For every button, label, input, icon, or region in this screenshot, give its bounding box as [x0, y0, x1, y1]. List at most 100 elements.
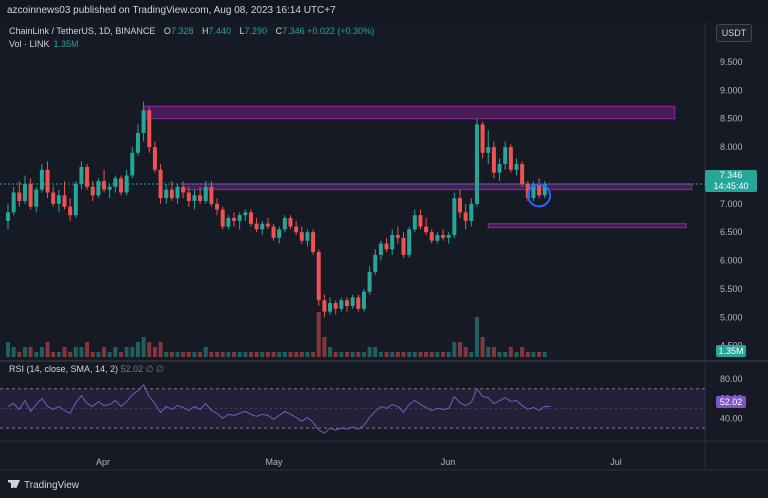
candle-body: [542, 183, 547, 196]
rsi-legend[interactable]: RSI (14, close, SMA, 14, 2) 52.02 ∅ ∅: [9, 364, 164, 375]
volume-bar: [6, 342, 10, 357]
volume-bar: [384, 352, 389, 357]
volume-bar: [135, 342, 140, 357]
candle-body: [361, 291, 366, 309]
volume-bar: [316, 312, 321, 357]
volume-bar: [271, 352, 276, 357]
volume-bar: [322, 337, 327, 357]
candle-body: [452, 198, 457, 236]
candle-body: [463, 212, 468, 221]
currency-button[interactable]: USDT: [716, 24, 752, 42]
candle-body: [226, 218, 231, 227]
candle-body: [73, 183, 78, 216]
price-candles: [6, 101, 547, 318]
volume-bar: [34, 352, 39, 357]
volume-bar: [480, 337, 485, 357]
volume-bar: [474, 317, 479, 357]
candle-body: [469, 203, 474, 221]
candle-body: [260, 223, 265, 230]
volume-bar: [96, 352, 101, 357]
candle-body: [367, 271, 372, 292]
volume-bar: [226, 352, 231, 357]
volume-bar: [531, 352, 536, 357]
volume-bar: [350, 352, 355, 357]
volume-legend[interactable]: Vol · LINK 1.35M: [9, 39, 79, 49]
candle-body: [350, 297, 355, 306]
candle-body: [220, 209, 225, 227]
volume-bar: [339, 352, 344, 357]
candle-body: [435, 235, 440, 241]
volume-bar: [412, 352, 417, 357]
candle-body: [520, 164, 525, 184]
candle-body: [271, 226, 276, 238]
rsi-badge: 52.02: [716, 396, 746, 408]
candle-body: [186, 192, 191, 201]
volume-bar: [429, 352, 434, 357]
last-price: 7.346: [719, 170, 743, 180]
volume-bar: [497, 352, 502, 357]
volume-bar: [164, 352, 169, 357]
volume-value: 1.35M: [53, 39, 79, 49]
candle-body: [429, 232, 434, 241]
volume-bar: [237, 352, 242, 357]
candle-body: [169, 189, 174, 199]
volume-bar: [486, 347, 491, 357]
candle-body: [333, 303, 338, 309]
volume-bar: [294, 352, 299, 357]
volume-bar: [17, 352, 22, 357]
candle-body: [401, 237, 406, 255]
volume-bar: [102, 347, 107, 357]
candle-body: [458, 198, 462, 213]
candle-body: [68, 206, 73, 216]
symbol-name[interactable]: ChainLink / TetherUS, 1D, BINANCE: [9, 26, 156, 36]
volume-bar: [378, 352, 383, 357]
candle-body: [395, 235, 400, 238]
volume-bar: [124, 347, 129, 357]
volume-bar: [407, 352, 412, 357]
candle-body: [339, 300, 344, 309]
time-tick-label: Apr: [96, 457, 110, 467]
candle-body: [248, 212, 253, 224]
candle-body: [294, 226, 299, 233]
volume-bar: [311, 352, 316, 357]
candle-body: [531, 183, 536, 199]
rsi-band: [0, 388, 705, 429]
candle-body: [418, 215, 423, 227]
volume-label: Vol · LINK: [9, 39, 50, 49]
candle-body: [497, 164, 502, 173]
candle-body: [181, 186, 186, 193]
volume-bar: [56, 352, 61, 357]
volume-bar: [265, 352, 270, 357]
volume-bar: [62, 347, 67, 357]
candle-body: [486, 147, 491, 153]
volume-bar: [175, 352, 180, 357]
volume-bar: [169, 352, 174, 357]
price-zone: [182, 183, 693, 191]
volume-bar: [254, 352, 259, 357]
rsi-extra: ∅ ∅: [145, 364, 164, 374]
candle-body: [514, 164, 519, 170]
volume-bar: [469, 352, 474, 357]
candle-body: [356, 297, 361, 309]
candle-body: [6, 212, 10, 221]
volume-bar: [203, 347, 208, 357]
candle-body: [474, 124, 479, 204]
volume-bar: [356, 352, 361, 357]
volume-bar: [22, 347, 27, 357]
volume-bar: [181, 352, 186, 357]
volume-bar: [79, 347, 84, 357]
low-value: 7.290: [244, 26, 268, 36]
candle-body: [130, 152, 135, 176]
candle-body: [508, 147, 513, 170]
volume-bar: [220, 352, 225, 357]
candle-body: [328, 303, 333, 312]
symbol-legend: ChainLink / TetherUS, 1D, BINANCE O7.328…: [9, 26, 374, 36]
candle-body: [316, 252, 321, 301]
candle-body: [11, 192, 16, 213]
candle-body: [299, 232, 304, 241]
candle-body: [384, 243, 389, 250]
candle-body: [22, 183, 27, 201]
publisher-text: azcoinnews03 published on TradingView.co…: [7, 5, 336, 16]
tradingview-brand[interactable]: TradingView: [8, 480, 79, 491]
